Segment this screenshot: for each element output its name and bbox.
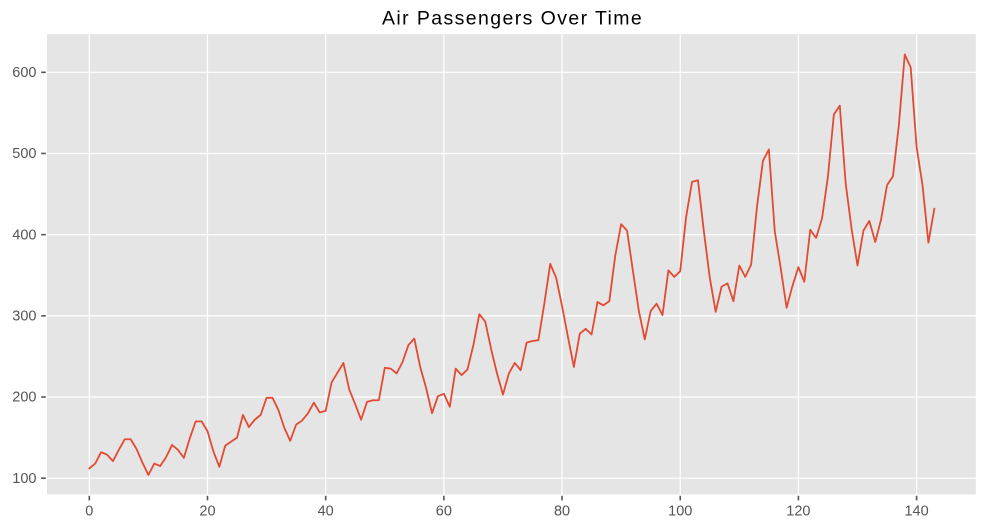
svg-text:Air Passengers Over Time: Air Passengers Over Time xyxy=(382,7,643,29)
svg-text:100: 100 xyxy=(12,471,36,487)
svg-text:0: 0 xyxy=(85,504,93,520)
svg-text:500: 500 xyxy=(12,146,36,162)
svg-text:100: 100 xyxy=(668,504,692,520)
svg-text:40: 40 xyxy=(318,504,334,520)
svg-text:300: 300 xyxy=(12,309,36,325)
svg-text:600: 600 xyxy=(12,65,36,81)
svg-text:20: 20 xyxy=(199,504,215,520)
svg-text:200: 200 xyxy=(12,390,36,406)
svg-text:60: 60 xyxy=(436,504,452,520)
svg-text:140: 140 xyxy=(904,504,928,520)
svg-text:120: 120 xyxy=(786,504,810,520)
svg-text:80: 80 xyxy=(554,504,570,520)
svg-text:400: 400 xyxy=(12,227,36,243)
